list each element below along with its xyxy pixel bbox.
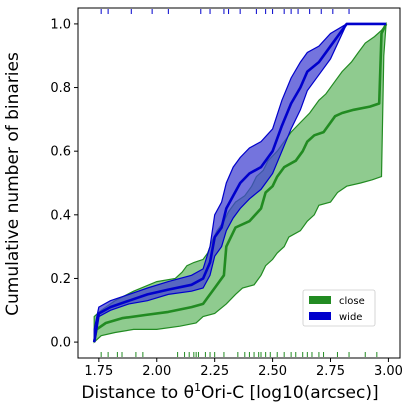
line-close bbox=[92, 23, 388, 343]
x-tick-label-5: 3.00 bbox=[374, 364, 403, 379]
y-tick-label-4: 0.8 bbox=[50, 81, 71, 96]
axis-ticks: 1.75 2.00 2.25 2.50 2.75 3.00 0.0 0.2 0.4 0.6 0.8 1… bbox=[50, 17, 403, 379]
legend-label-close: close bbox=[339, 296, 365, 307]
legend-label-wide: wide bbox=[339, 312, 362, 323]
x-tick-label-2: 2.25 bbox=[200, 364, 229, 379]
y-tick-label-0: 0.0 bbox=[50, 336, 71, 351]
x-tick-label-1: 2.00 bbox=[142, 364, 171, 379]
legend: close wide bbox=[302, 289, 376, 327]
series-lines bbox=[92, 22, 388, 343]
plot-frame bbox=[77, 7, 401, 359]
y-tick-label-2: 0.4 bbox=[50, 208, 71, 223]
line-wide bbox=[92, 22, 387, 343]
y-tick-label-5: 1.0 bbox=[50, 17, 71, 32]
y-tick-label-3: 0.6 bbox=[50, 145, 71, 160]
x-tick-label-0: 1.75 bbox=[84, 364, 113, 379]
x-tick-label-4: 2.75 bbox=[316, 364, 345, 379]
y-axis-label: Cumulative number of binaries bbox=[3, 52, 23, 316]
x-tick-label-3: 2.50 bbox=[258, 364, 287, 379]
y-tick-label-1: 0.2 bbox=[50, 272, 71, 287]
legend-swatch-wide bbox=[309, 312, 331, 320]
x-axis-label: Distance to θ1Ori-C [log10(arcsec)] bbox=[81, 381, 378, 403]
legend-swatch-close bbox=[309, 296, 331, 304]
rug-marks bbox=[100, 9, 378, 357]
